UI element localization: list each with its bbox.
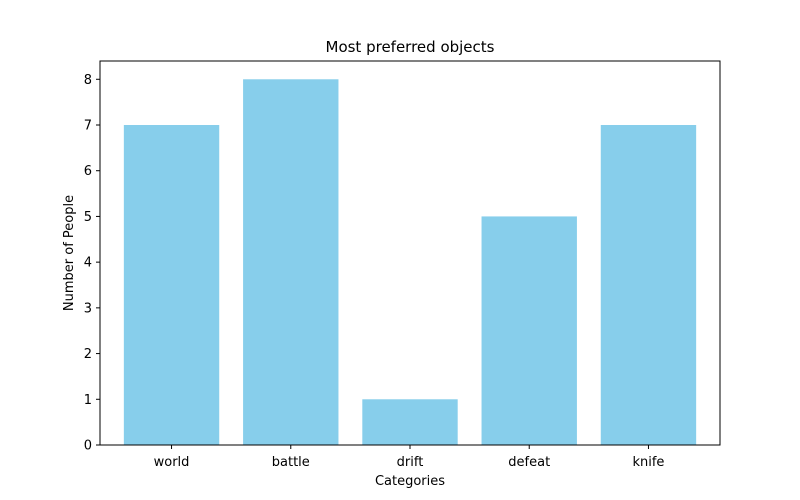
- x-tick-label-defeat: defeat: [508, 455, 550, 470]
- y-tick-label: 3: [84, 301, 92, 316]
- x-tick-label-drift: drift: [397, 455, 424, 470]
- x-tick-label-world: world: [154, 455, 190, 470]
- x-tick-label-battle: battle: [272, 455, 310, 470]
- bar-world: [123, 125, 220, 445]
- bar-knife: [600, 125, 697, 445]
- y-tick-label: 2: [84, 347, 92, 362]
- y-tick-label: 0: [84, 439, 92, 454]
- bar-drift: [362, 399, 458, 445]
- y-tick-label: 8: [84, 73, 92, 88]
- plot-area: 0 1 2 3 4 5 6 7 8 world battle drift defeat knife: [84, 60, 721, 470]
- y-tick-label: 5: [84, 210, 92, 225]
- y-axis-label: Number of People: [62, 195, 77, 311]
- y-tick-label: 6: [84, 164, 92, 179]
- bar-defeat: [481, 216, 577, 445]
- chart-title: Most preferred objects: [326, 38, 495, 56]
- bar-battle: [243, 79, 339, 446]
- y-tick-label: 7: [84, 119, 92, 134]
- x-axis-label: Categories: [375, 474, 445, 489]
- y-tick-label: 4: [84, 256, 92, 271]
- y-tick-label: 1: [84, 393, 92, 408]
- x-tick-label-knife: knife: [632, 455, 664, 470]
